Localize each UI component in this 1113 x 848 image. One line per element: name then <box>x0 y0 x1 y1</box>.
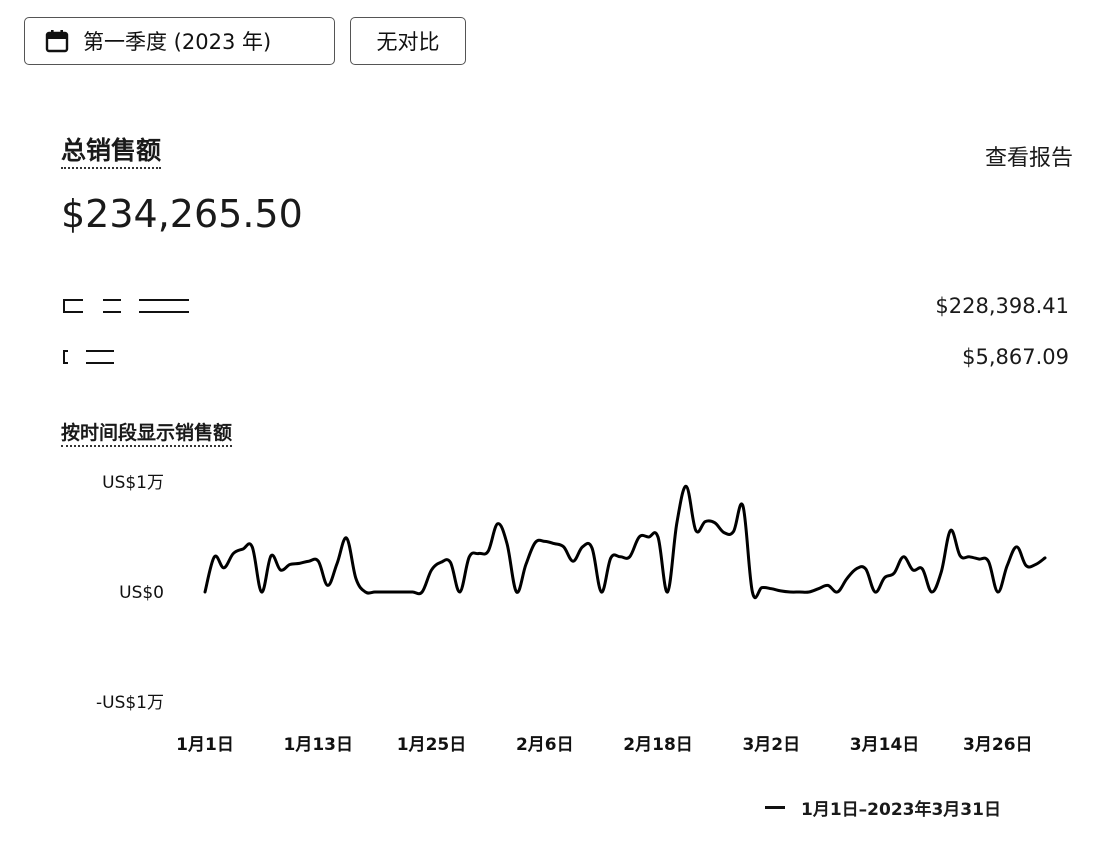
calendar-icon <box>45 30 69 53</box>
masked-row-label-1 <box>63 299 189 313</box>
chart-legend: 1月1日–2023年3月31日 <box>765 795 1001 820</box>
sales-line-chart: US$1万 US$0 -US$1万 1月1日 1月13日 1月25日 2月6日 2月18日 3… <box>96 473 1047 755</box>
view-report-link[interactable]: 查看报告 <box>984 146 1073 171</box>
y-tick-label: US$0 <box>119 583 164 603</box>
legend-swatch <box>765 806 785 809</box>
comparison-label: 无对比 <box>376 30 440 54</box>
x-tick-label: 3月26日 <box>963 735 1033 755</box>
sales-row-value-1: $228,398.41 <box>935 294 1069 318</box>
x-tick-label: 3月14日 <box>850 735 920 755</box>
x-tick-label: 1月1日 <box>176 735 234 755</box>
sales-series-line <box>203 484 1047 600</box>
x-tick-label: 3月2日 <box>742 735 800 755</box>
x-tick-label: 2月6日 <box>516 735 574 755</box>
y-tick-label: US$1万 <box>102 473 164 493</box>
sales-row-value-2: $5,867.09 <box>962 345 1069 369</box>
y-tick-label: -US$1万 <box>96 693 164 713</box>
x-tick-label: 2月18日 <box>623 735 693 755</box>
x-tick-label: 1月13日 <box>284 735 354 755</box>
period-label: 第一季度 (2023 年) <box>83 30 272 54</box>
masked-row-label-2 <box>63 350 114 364</box>
total-sales-title[interactable]: 总销售额 <box>61 136 162 169</box>
period-selector-button[interactable]: 第一季度 (2023 年) <box>24 17 335 65</box>
comparison-button[interactable]: 无对比 <box>350 17 466 65</box>
sales-over-time-title[interactable]: 按时间段显示销售额 <box>61 421 233 447</box>
total-sales-value: $234,265.50 <box>61 192 303 236</box>
legend-label: 1月1日–2023年3月31日 <box>801 800 1001 820</box>
x-tick-label: 1月25日 <box>397 735 467 755</box>
